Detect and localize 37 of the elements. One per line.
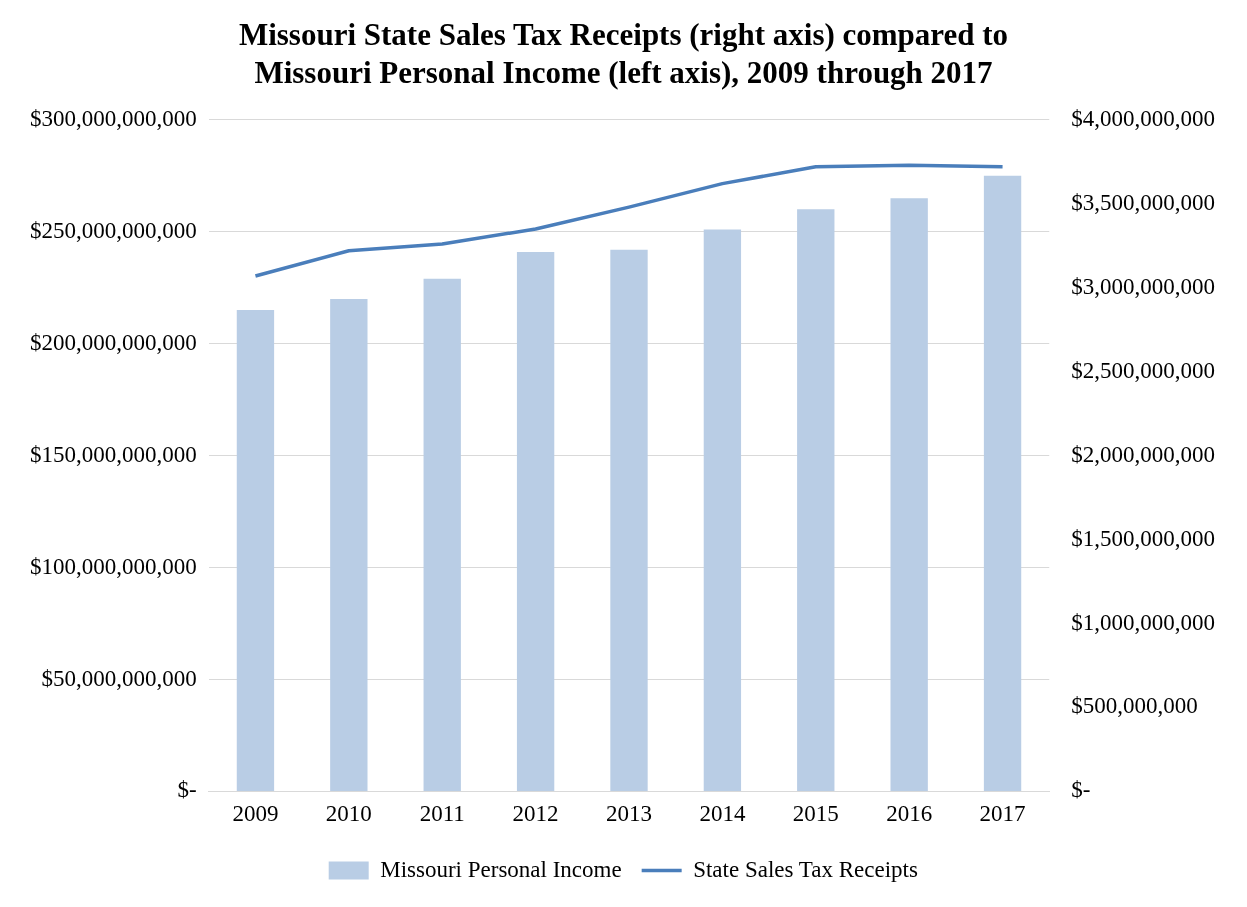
- x-tick-label: 2017: [979, 801, 1026, 827]
- bar: [703, 229, 742, 791]
- x-tick-label: 2011: [419, 801, 465, 827]
- x-tick-label: 2014: [699, 801, 746, 827]
- y2-tick-label: $2,500,000,000: [1071, 357, 1215, 383]
- bar: [330, 298, 368, 791]
- chart-title: Missouri State Sales Tax Receipts (right axis) compared to Missouri Personal Income (left axis), 2009 through 2017: [237, 16, 1010, 92]
- x-tick-label: 2010: [325, 801, 372, 827]
- x-tick-label: 2013: [606, 801, 652, 827]
- y2-tick-label: $3,500,000,000: [1071, 189, 1215, 215]
- bar: [797, 209, 835, 791]
- y2-tick-label: $4,000,000,000: [1071, 105, 1215, 131]
- y2-tick-label: $3,000,000,000: [1071, 273, 1215, 299]
- bar: [423, 278, 461, 791]
- y-tick-label: $250,000,000,000: [30, 217, 197, 243]
- bar: [610, 249, 648, 791]
- bar: [983, 175, 1022, 791]
- x-tick-label: 2012: [512, 801, 559, 827]
- y2-tick-label: $500,000,000: [1071, 693, 1198, 719]
- legend-label: State Sales Tax Receipts: [693, 856, 918, 882]
- x-tick-label: 2009: [232, 801, 279, 827]
- bar: [890, 198, 928, 791]
- y-tick-label: $-: [177, 777, 197, 803]
- y2-tick-label: $1,500,000,000: [1071, 525, 1215, 551]
- x-tick-label: 2016: [886, 801, 933, 827]
- y2-tick-label: $1,000,000,000: [1071, 609, 1215, 635]
- x-tick-label: 2015: [792, 801, 839, 827]
- y-tick-label: $300,000,000,000: [30, 105, 197, 131]
- bar: [516, 251, 555, 791]
- y-tick-label: $150,000,000,000: [30, 441, 197, 467]
- y-tick-label: $50,000,000,000: [41, 665, 197, 691]
- y2-tick-label: $2,000,000,000: [1071, 441, 1215, 467]
- y2-tick-label: $-: [1071, 777, 1091, 803]
- bar: [236, 310, 275, 791]
- y-tick-label: $100,000,000,000: [30, 553, 197, 579]
- legend-label: Missouri Personal Income: [380, 856, 622, 882]
- y-tick-label: $200,000,000,000: [30, 329, 197, 355]
